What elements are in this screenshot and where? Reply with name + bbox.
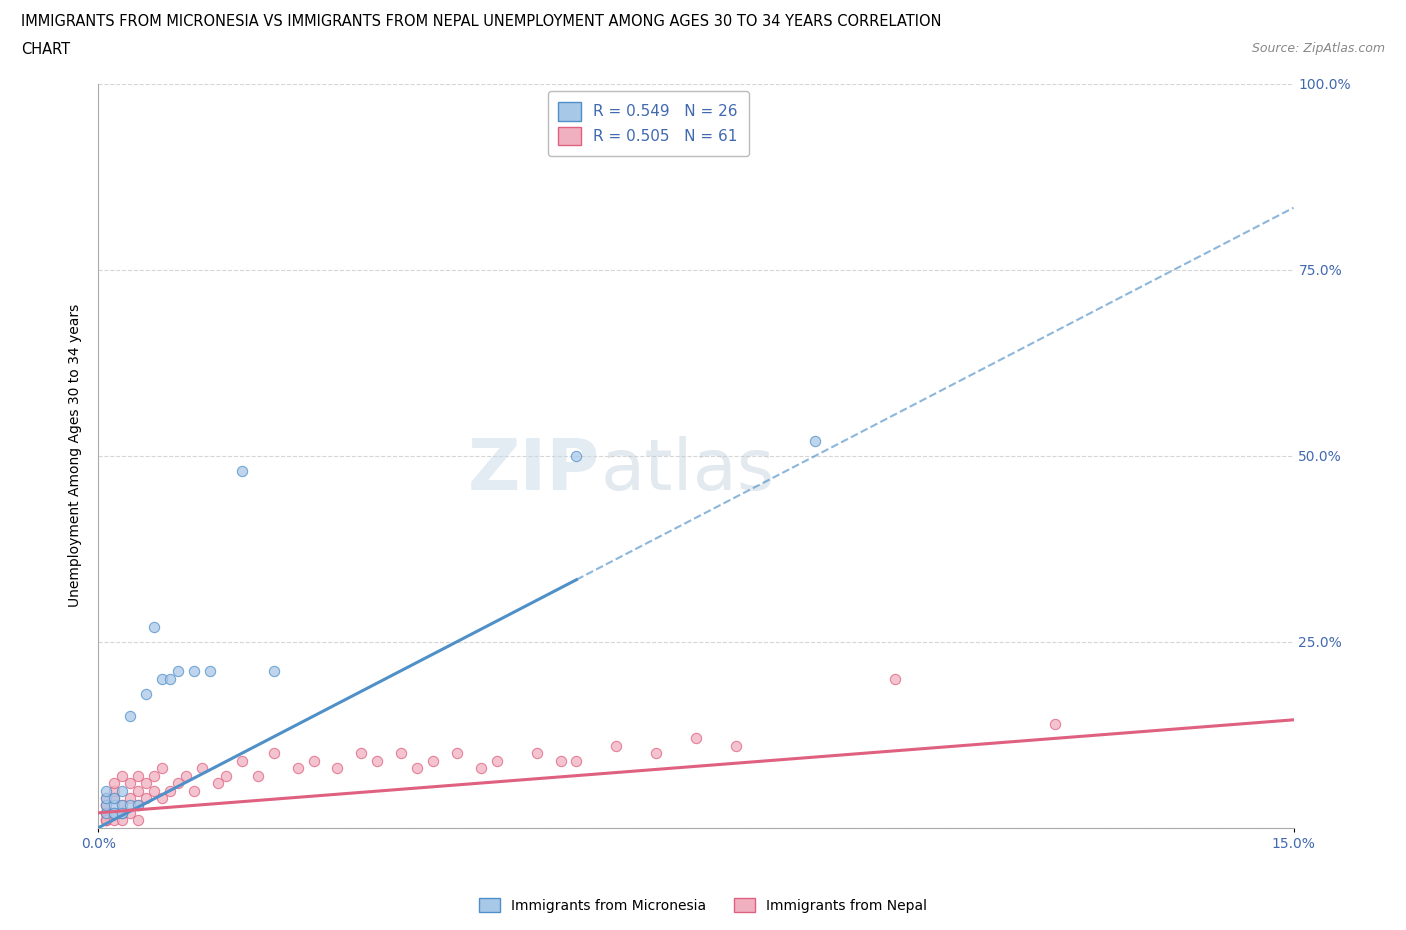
- Point: [198, 664, 221, 679]
- Point: [326, 761, 349, 776]
- Point: [120, 790, 142, 805]
- Point: [150, 671, 173, 686]
- Point: [111, 798, 134, 813]
- Point: [103, 805, 125, 820]
- Point: [246, 768, 269, 783]
- Point: [127, 798, 149, 813]
- Point: [526, 746, 548, 761]
- Text: ZIP: ZIP: [468, 436, 600, 505]
- Point: [103, 798, 125, 813]
- Point: [111, 805, 134, 820]
- Point: [103, 805, 125, 820]
- Point: [96, 813, 118, 828]
- Point: [884, 671, 907, 686]
- Point: [120, 776, 142, 790]
- Point: [191, 761, 214, 776]
- Point: [724, 738, 747, 753]
- Point: [143, 768, 166, 783]
- Point: [287, 761, 309, 776]
- Point: [406, 761, 429, 776]
- Point: [167, 664, 190, 679]
- Point: [470, 761, 492, 776]
- Point: [127, 813, 149, 828]
- Point: [103, 776, 125, 790]
- Point: [366, 753, 388, 768]
- Point: [103, 805, 125, 820]
- Text: Source: ZipAtlas.com: Source: ZipAtlas.com: [1251, 42, 1385, 55]
- Point: [103, 813, 125, 828]
- Point: [127, 768, 149, 783]
- Point: [111, 783, 134, 798]
- Point: [96, 813, 118, 828]
- Point: [103, 790, 125, 805]
- Point: [120, 798, 142, 813]
- Point: [804, 433, 827, 448]
- Point: [350, 746, 373, 761]
- Point: [231, 753, 253, 768]
- Point: [263, 664, 285, 679]
- Point: [183, 783, 205, 798]
- Point: [143, 783, 166, 798]
- Point: [231, 463, 253, 478]
- Point: [96, 783, 118, 798]
- Point: [167, 776, 190, 790]
- Text: atlas: atlas: [600, 436, 775, 505]
- Point: [103, 783, 125, 798]
- Point: [111, 805, 134, 820]
- Point: [96, 798, 118, 813]
- Point: [174, 768, 197, 783]
- Point: [685, 731, 707, 746]
- Point: [135, 790, 157, 805]
- Point: [103, 805, 125, 820]
- Point: [263, 746, 285, 761]
- Legend: R = 0.549   N = 26, R = 0.505   N = 61: R = 0.549 N = 26, R = 0.505 N = 61: [548, 91, 748, 156]
- Point: [111, 805, 134, 820]
- Point: [127, 783, 149, 798]
- Point: [605, 738, 627, 753]
- Point: [215, 768, 238, 783]
- Text: IMMIGRANTS FROM MICRONESIA VS IMMIGRANTS FROM NEPAL UNEMPLOYMENT AMONG AGES 30 T: IMMIGRANTS FROM MICRONESIA VS IMMIGRANTS…: [21, 14, 942, 29]
- Point: [120, 709, 142, 724]
- Point: [159, 671, 181, 686]
- Point: [135, 776, 157, 790]
- Point: [207, 776, 229, 790]
- Point: [565, 448, 588, 463]
- Text: CHART: CHART: [21, 42, 70, 57]
- Y-axis label: Unemployment Among Ages 30 to 34 years: Unemployment Among Ages 30 to 34 years: [69, 304, 83, 607]
- Point: [565, 753, 588, 768]
- Point: [96, 805, 118, 820]
- Point: [96, 798, 118, 813]
- Point: [1043, 716, 1066, 731]
- Point: [111, 768, 134, 783]
- Point: [96, 798, 118, 813]
- Point: [645, 746, 668, 761]
- Point: [127, 798, 149, 813]
- Point: [446, 746, 468, 761]
- Point: [111, 798, 134, 813]
- Point: [96, 813, 118, 828]
- Point: [143, 619, 166, 634]
- Point: [96, 790, 118, 805]
- Point: [389, 746, 412, 761]
- Point: [96, 805, 118, 820]
- Point: [96, 790, 118, 805]
- Point: [135, 686, 157, 701]
- Point: [302, 753, 325, 768]
- Point: [120, 805, 142, 820]
- Legend: Immigrants from Micronesia, Immigrants from Nepal: Immigrants from Micronesia, Immigrants f…: [474, 893, 932, 919]
- Point: [111, 813, 134, 828]
- Point: [96, 805, 118, 820]
- Point: [183, 664, 205, 679]
- Point: [485, 753, 508, 768]
- Point: [422, 753, 444, 768]
- Point: [150, 761, 173, 776]
- Point: [150, 790, 173, 805]
- Point: [550, 753, 572, 768]
- Point: [159, 783, 181, 798]
- Point: [103, 790, 125, 805]
